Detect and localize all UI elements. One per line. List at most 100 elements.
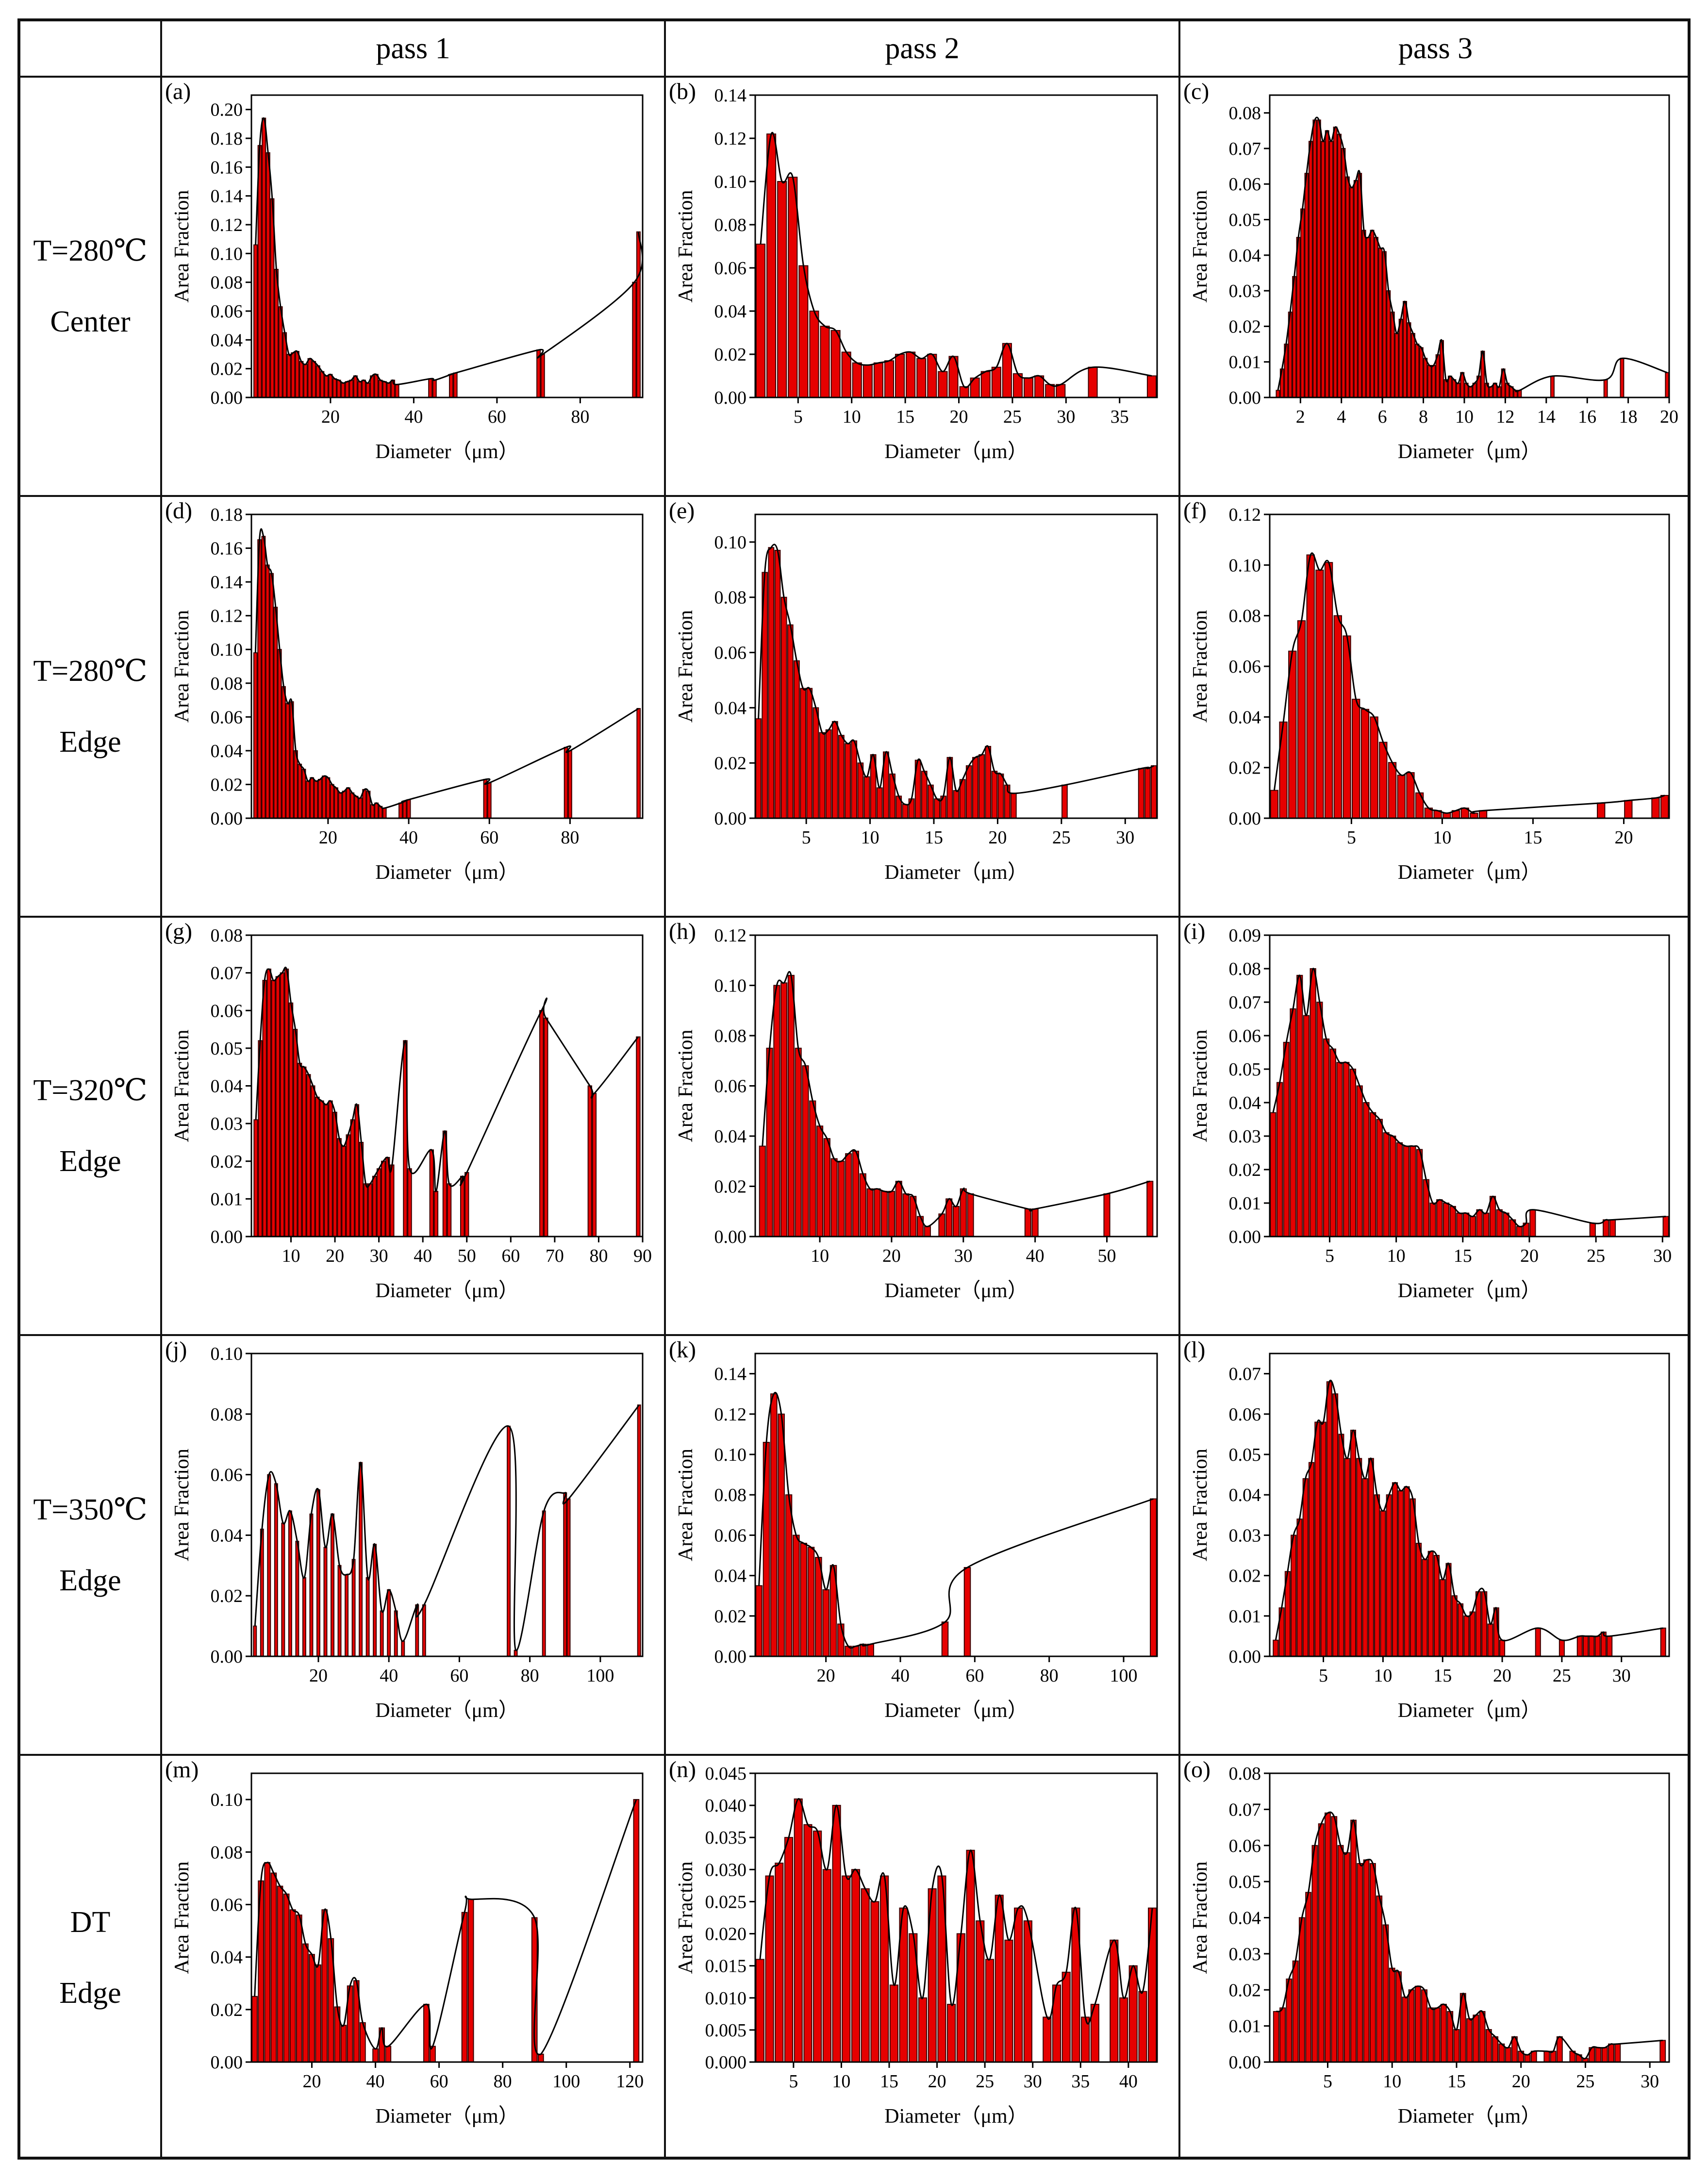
histogram-bar [464, 1172, 469, 1237]
histogram-bar [278, 306, 283, 397]
histogram-bar [991, 771, 998, 818]
row-temperature: T=350℃ [33, 1493, 148, 1526]
histogram-bar [1292, 1960, 1299, 2062]
x-tick-label: 15 [880, 2071, 898, 2092]
plot-area [251, 1799, 640, 2062]
x-tick-label: 30 [1641, 2071, 1659, 2092]
y-tick-label: 0.04 [1229, 707, 1261, 727]
histogram-bar [1343, 1062, 1350, 1237]
y-tick-label: 0.12 [714, 1404, 747, 1425]
histogram-bar [373, 1544, 377, 1656]
y-axis-title: Area Fraction [171, 190, 193, 302]
histogram-bar [916, 358, 927, 397]
y-tick-label: 0.02 [211, 359, 243, 380]
histogram-bar [1298, 1917, 1305, 2062]
histogram-bar [350, 1119, 355, 1237]
histogram-bar [768, 547, 775, 818]
histogram-bar [881, 1190, 888, 1237]
histogram-bar [1427, 365, 1432, 397]
histogram-bar [1304, 173, 1309, 397]
row-position: Edge [59, 1977, 121, 2010]
y-tick-label: 0.20 [211, 100, 243, 120]
row-temperature: T=320℃ [33, 1074, 148, 1107]
y-tick-label: 0.06 [1229, 1836, 1261, 1856]
y-axis-title: Area Fraction [675, 1861, 697, 1974]
y-tick-label: 0.020 [705, 1924, 747, 1945]
fit-curve [759, 1798, 1153, 2025]
histogram-bar [1321, 141, 1326, 397]
histogram-bar [770, 1393, 778, 1656]
x-tick-label: 30 [954, 1246, 973, 1266]
x-tick-label: 10 [832, 2071, 850, 2092]
histogram-bar [1443, 812, 1451, 818]
fit-curve [758, 1392, 1154, 1649]
y-tick-label: 0.12 [211, 215, 243, 235]
histogram-bar [952, 1205, 960, 1237]
x-axis-title: Diameter（μm） [375, 441, 518, 463]
histogram-bar [345, 381, 349, 397]
histogram-bar [1453, 2029, 1460, 2062]
x-tick-label: 10 [843, 407, 861, 427]
histogram-bar [1369, 1863, 1376, 2062]
histogram-bar [1489, 386, 1493, 397]
histogram-bar [301, 769, 306, 818]
x-tick-label: 90 [633, 1246, 652, 1266]
histogram-bar [346, 1134, 350, 1237]
histogram-bar [1603, 1219, 1609, 1237]
panel-label: (g) [165, 919, 192, 944]
y-tick-label: 0.14 [211, 186, 243, 207]
histogram-bar [1349, 187, 1354, 397]
panel-label: (d) [165, 498, 192, 524]
histogram-bar [851, 740, 858, 818]
histogram-bar [353, 375, 358, 397]
histogram-bar [809, 311, 819, 397]
x-tick-label: 30 [1116, 827, 1134, 848]
histogram-bar [487, 782, 492, 818]
histogram-bar [822, 1589, 829, 1656]
histogram-bar [934, 798, 940, 818]
histogram-bar [1279, 2007, 1286, 2062]
y-tick-label: 0.02 [1229, 1160, 1261, 1180]
histogram-bar [340, 2025, 347, 2062]
y-tick-label: 0.10 [211, 1344, 243, 1364]
histogram-bar [976, 1920, 985, 2062]
histogram-bar [326, 777, 331, 818]
x-tick-label: 60 [488, 407, 506, 427]
histogram-bar [351, 1559, 356, 1656]
histogram-bar [778, 1413, 785, 1656]
x-tick-label: 20 [1614, 827, 1633, 848]
histogram-bar [1366, 237, 1371, 397]
histogram-bar [1273, 1639, 1279, 1656]
plot-frame [250, 513, 644, 819]
histogram-bar [407, 1168, 412, 1237]
histogram-bar [324, 375, 329, 397]
x-tick-label: 80 [521, 1666, 539, 1686]
histogram-bar [1589, 1635, 1595, 1656]
histogram-bar [945, 1198, 953, 1237]
histogram-bar [852, 362, 862, 397]
histogram-bar [401, 1640, 405, 1656]
histogram-bar [1333, 615, 1342, 818]
chart-panel: 0.00 0.02 0.04 0.06 0.08 0.10 0.12 5 10 15 20 Diame… [1183, 498, 1670, 884]
y-tick-label: 0.10 [714, 532, 747, 553]
plot-area [755, 132, 1157, 397]
y-tick-label: 0.06 [714, 258, 747, 279]
histogram-bar [636, 231, 641, 397]
histogram-bar [902, 1193, 910, 1237]
x-tick-label: 40 [399, 827, 418, 848]
y-tick-label: 0.00 [1229, 2052, 1261, 2073]
histogram-bar [295, 1540, 299, 1656]
y-tick-label: 0.08 [211, 674, 243, 694]
histogram-bar [303, 363, 308, 397]
histogram-bar [1276, 1082, 1283, 1237]
histogram-bar [1312, 119, 1317, 397]
y-tick-label: 0.04 [211, 741, 243, 761]
histogram-bar [277, 649, 282, 818]
y-tick-label: 0.035 [705, 1828, 747, 1848]
histogram-bar [1338, 1434, 1344, 1656]
histogram-bar [1383, 1132, 1390, 1237]
histogram-bar [1290, 1008, 1296, 1237]
x-axis-title: Diameter（μm） [884, 2105, 1028, 2128]
histogram-bar [997, 773, 1004, 818]
row-header-280-edge: T=280℃ Edge [20, 497, 160, 916]
